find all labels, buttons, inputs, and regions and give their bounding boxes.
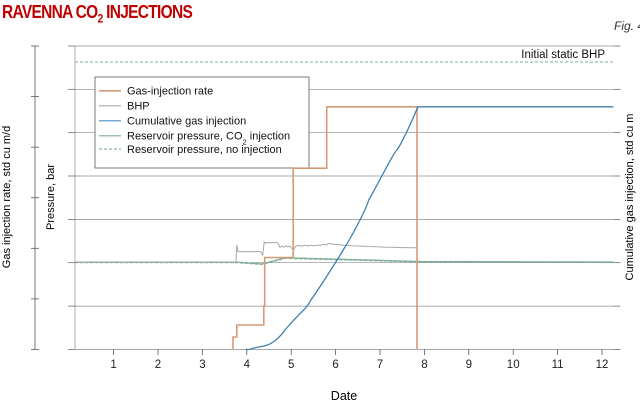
svg-text:8: 8 <box>421 359 427 371</box>
svg-text:5: 5 <box>288 359 294 371</box>
svg-text:11: 11 <box>552 359 564 371</box>
svg-text:Reservoir pressure, no injecti: Reservoir pressure, no injection <box>127 144 282 156</box>
svg-text:12: 12 <box>596 359 609 371</box>
svg-text:Gas-injection rate: Gas-injection rate <box>127 86 213 98</box>
svg-text:Pressure, bar: Pressure, bar <box>45 164 57 230</box>
svg-text:1: 1 <box>110 359 116 371</box>
svg-text:Initial static BHP: Initial static BHP <box>521 49 605 61</box>
svg-text:6: 6 <box>332 359 338 371</box>
svg-text:2: 2 <box>155 359 161 371</box>
svg-text:9: 9 <box>466 359 472 371</box>
svg-text:10: 10 <box>507 359 520 371</box>
svg-text:Cumulative gas injection, std: Cumulative gas injection, std cu m <box>624 114 636 281</box>
svg-text:4: 4 <box>244 359 251 371</box>
svg-text:3: 3 <box>199 359 205 371</box>
svg-text:BHP: BHP <box>127 101 150 113</box>
svg-text:7: 7 <box>377 359 383 371</box>
svg-text:Gas injection rate, std cu m/d: Gas injection rate, std cu m/d <box>1 126 13 268</box>
svg-text:Date: Date <box>331 389 357 403</box>
svg-text:Cumulative gas injection: Cumulative gas injection <box>127 116 246 128</box>
